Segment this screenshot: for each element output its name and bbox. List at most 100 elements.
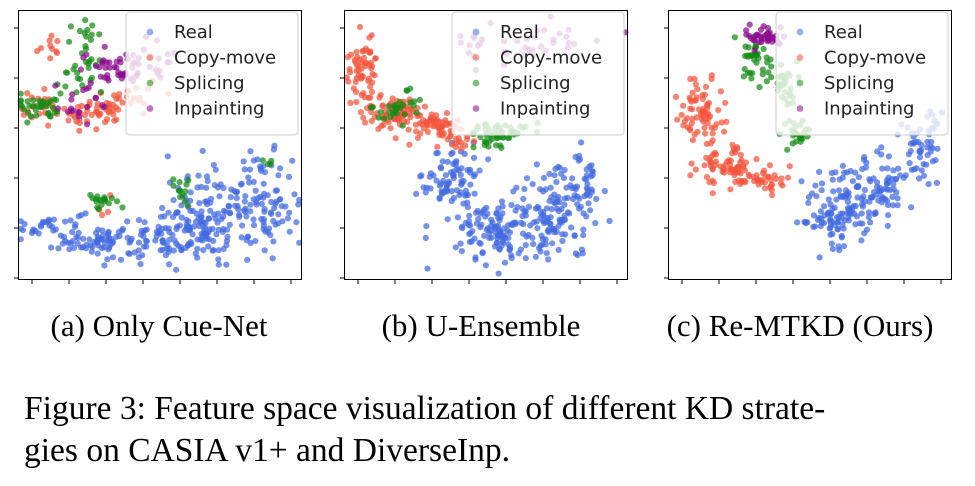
point-copy-move	[687, 75, 694, 83]
point-splicing	[416, 96, 423, 103]
point-real	[258, 167, 265, 174]
point-real	[252, 187, 259, 194]
plot-frame	[18, 10, 302, 280]
point-real	[835, 187, 843, 194]
point-real	[814, 216, 822, 224]
point-real	[104, 256, 111, 263]
point-copy-move	[683, 115, 691, 122]
point-real	[816, 168, 823, 175]
point-real	[886, 186, 893, 193]
point-copy-move	[110, 111, 117, 118]
point-inpainting	[92, 94, 99, 101]
scatter-plot-c: Real Copy-move Splicing Inpainting	[664, 10, 952, 284]
point-real	[143, 238, 150, 245]
point-splicing	[57, 90, 64, 97]
point-splicing	[24, 98, 31, 105]
point-real	[200, 225, 207, 232]
point-real	[481, 232, 488, 239]
point-copy-move	[692, 166, 699, 173]
legend-marker-copy-move	[796, 54, 804, 61]
point-splicing	[760, 45, 767, 53]
point-real	[834, 219, 841, 226]
point-real	[854, 183, 861, 190]
point-copy-move	[365, 75, 372, 82]
point-real	[109, 254, 117, 261]
point-splicing	[486, 138, 493, 145]
point-real	[173, 225, 180, 233]
point-real	[828, 240, 835, 247]
point-copy-move	[727, 157, 734, 164]
point-real	[37, 221, 45, 228]
legend: Real Copy-move Splicing Inpainting	[125, 11, 299, 136]
point-inpainting	[105, 77, 112, 84]
point-real	[543, 205, 550, 212]
point-real	[35, 230, 42, 237]
point-real	[890, 181, 897, 188]
point-splicing	[85, 64, 92, 71]
point-real	[874, 148, 881, 155]
scatter-panel-a: Real Copy-move Splicing Inpainting	[14, 10, 303, 284]
point-splicing	[175, 187, 183, 194]
point-copy-move	[702, 130, 709, 137]
point-splicing	[119, 204, 126, 211]
point-real	[561, 212, 568, 219]
point-real	[482, 262, 489, 269]
point-copy-move	[694, 128, 701, 135]
point-real	[462, 192, 469, 199]
point-copy-move	[54, 38, 61, 45]
point-splicing	[413, 109, 420, 116]
point-real	[918, 167, 925, 174]
point-real	[224, 233, 231, 240]
point-real	[551, 172, 558, 179]
point-real	[161, 213, 168, 220]
point-real	[215, 247, 222, 254]
point-splicing	[765, 69, 772, 76]
point-real	[135, 217, 143, 224]
legend-label-inpainting: Inpainting	[824, 99, 914, 120]
point-copy-move	[24, 90, 31, 97]
point-splicing	[759, 71, 766, 78]
point-real	[267, 209, 275, 216]
point-real	[174, 209, 181, 216]
point-splicing	[768, 63, 775, 70]
point-copy-move	[424, 121, 431, 128]
point-real	[67, 240, 74, 247]
point-splicing	[88, 31, 95, 38]
point-real	[537, 186, 544, 193]
point-splicing	[493, 135, 500, 142]
point-copy-move	[447, 133, 454, 140]
point-inpainting	[75, 108, 82, 115]
point-copy-move	[733, 169, 740, 176]
point-real	[226, 221, 233, 228]
legend-marker-splicing	[796, 79, 804, 87]
point-splicing	[741, 66, 748, 73]
point-splicing	[742, 43, 749, 50]
point-copy-move	[353, 48, 360, 56]
point-real	[471, 190, 478, 197]
point-copy-move	[693, 94, 700, 101]
point-real	[508, 255, 515, 262]
legend-label-inpainting: Inpainting	[500, 99, 590, 120]
point-real	[253, 201, 260, 208]
point-copy-move	[366, 34, 373, 41]
point-inpainting	[77, 66, 84, 73]
point-real	[893, 189, 900, 196]
point-real	[194, 236, 201, 243]
point-real	[258, 200, 265, 207]
point-real	[574, 201, 581, 208]
point-inpainting	[68, 96, 75, 103]
point-real	[141, 219, 148, 226]
point-copy-move	[711, 149, 719, 156]
point-splicing	[768, 74, 775, 81]
point-real	[436, 195, 443, 202]
point-real	[141, 227, 148, 234]
point-real	[461, 150, 468, 158]
legend-marker-real	[796, 28, 804, 36]
point-splicing	[407, 85, 414, 92]
point-inpainting	[746, 21, 753, 28]
point-real	[859, 220, 866, 227]
point-splicing	[17, 90, 24, 97]
point-splicing	[105, 200, 112, 207]
point-real	[452, 244, 459, 251]
point-real	[834, 225, 842, 232]
